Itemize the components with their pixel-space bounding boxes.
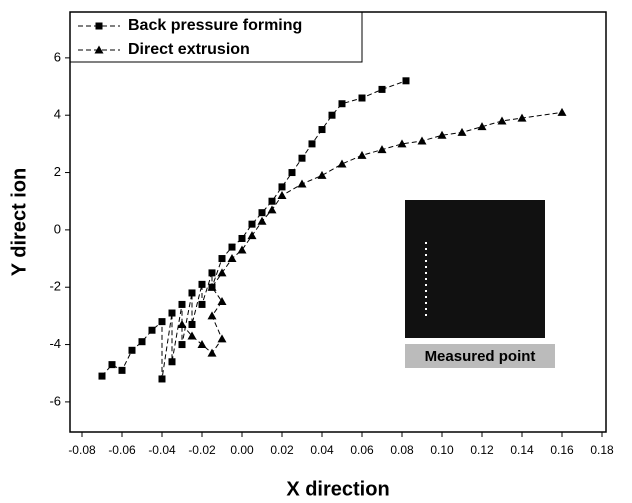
x-axis-label: X direction — [286, 478, 389, 500]
data-point — [317, 170, 327, 179]
legend-box — [69, 11, 363, 63]
data-point — [188, 320, 196, 328]
legend-marker — [95, 22, 103, 30]
data-point — [358, 94, 366, 102]
data-point — [288, 169, 296, 177]
annotation: Measured point — [425, 348, 536, 365]
data-point — [217, 297, 227, 306]
series-line — [181, 111, 563, 354]
data-point — [197, 340, 207, 349]
y-tick-label: -6 — [49, 393, 61, 408]
x-tick-label: 0.06 — [350, 443, 374, 457]
x-tick-label: 0.12 — [470, 443, 494, 457]
x-tick-label: -0.08 — [68, 443, 96, 457]
data-point — [337, 159, 347, 168]
data-point — [378, 85, 386, 93]
data-point — [118, 366, 126, 374]
data-point — [178, 341, 186, 349]
data-point — [217, 268, 227, 277]
legend-label: Back pressure forming — [128, 17, 302, 34]
data-point — [318, 126, 326, 134]
y-tick-label: 2 — [54, 164, 61, 179]
data-point — [268, 197, 276, 205]
data-point — [207, 282, 217, 291]
data-point — [417, 136, 427, 145]
data-point — [148, 326, 156, 334]
y-tick-label: 6 — [54, 49, 61, 64]
x-tick-label: 0.00 — [230, 443, 254, 457]
y-tick-label: 0 — [54, 221, 61, 236]
x-tick-label: 0.14 — [510, 443, 534, 457]
data-point — [338, 100, 346, 108]
data-point — [187, 331, 197, 340]
data-point — [357, 150, 367, 159]
data-point — [402, 77, 410, 85]
data-point — [178, 300, 186, 308]
data-point — [128, 346, 136, 354]
data-point — [437, 130, 447, 139]
data-point — [257, 216, 267, 225]
data-point — [218, 255, 226, 263]
series-line — [101, 80, 407, 380]
data-point — [188, 289, 196, 297]
data-point — [198, 280, 206, 288]
data-point — [237, 245, 247, 254]
x-tick-label: 0.08 — [390, 443, 414, 457]
data-point — [328, 111, 336, 119]
data-point — [207, 348, 217, 357]
data-point — [217, 334, 227, 343]
legend-label: Direct extrusion — [128, 41, 250, 58]
data-point — [457, 127, 467, 136]
data-point — [138, 338, 146, 346]
data-point — [177, 319, 187, 328]
y-tick-label: -4 — [49, 336, 61, 351]
data-point — [208, 269, 216, 277]
data-point — [278, 183, 286, 191]
data-point — [497, 116, 507, 125]
legend-marker — [94, 45, 104, 54]
data-point — [228, 243, 236, 251]
data-point — [477, 122, 487, 131]
data-point — [247, 231, 257, 240]
data-point — [98, 372, 106, 380]
data-point — [298, 154, 306, 162]
y-tick-label: 4 — [54, 107, 61, 122]
y-axis-label: Y direct ion — [8, 168, 30, 277]
data-point — [108, 361, 116, 369]
x-tick-label: -0.02 — [188, 443, 216, 457]
data-point — [158, 318, 166, 326]
data-point — [158, 375, 166, 383]
annotation-box — [405, 344, 555, 368]
data-point — [277, 190, 287, 199]
data-point — [227, 254, 237, 263]
x-tick-label: 0.04 — [310, 443, 334, 457]
data-point — [168, 358, 176, 366]
x-tick-label: 0.18 — [590, 443, 614, 457]
y-tick-label: -2 — [49, 279, 61, 294]
x-tick-label: -0.04 — [148, 443, 176, 457]
data-point — [198, 300, 206, 308]
x-tick-label: 0.02 — [270, 443, 294, 457]
data-point — [267, 205, 277, 214]
x-tick-label: -0.06 — [108, 443, 136, 457]
data-point — [557, 107, 567, 116]
data-point — [297, 179, 307, 188]
data-point — [168, 309, 176, 317]
x-tick-label: 0.16 — [550, 443, 574, 457]
data-point — [248, 220, 256, 228]
data-point — [207, 311, 217, 320]
data-point — [377, 145, 387, 154]
data-point — [397, 139, 407, 148]
data-point — [258, 209, 266, 217]
data-point — [517, 113, 527, 122]
data-point — [308, 140, 316, 148]
data-point — [238, 234, 246, 242]
inset-image — [405, 200, 545, 338]
x-tick-label: 0.10 — [430, 443, 454, 457]
